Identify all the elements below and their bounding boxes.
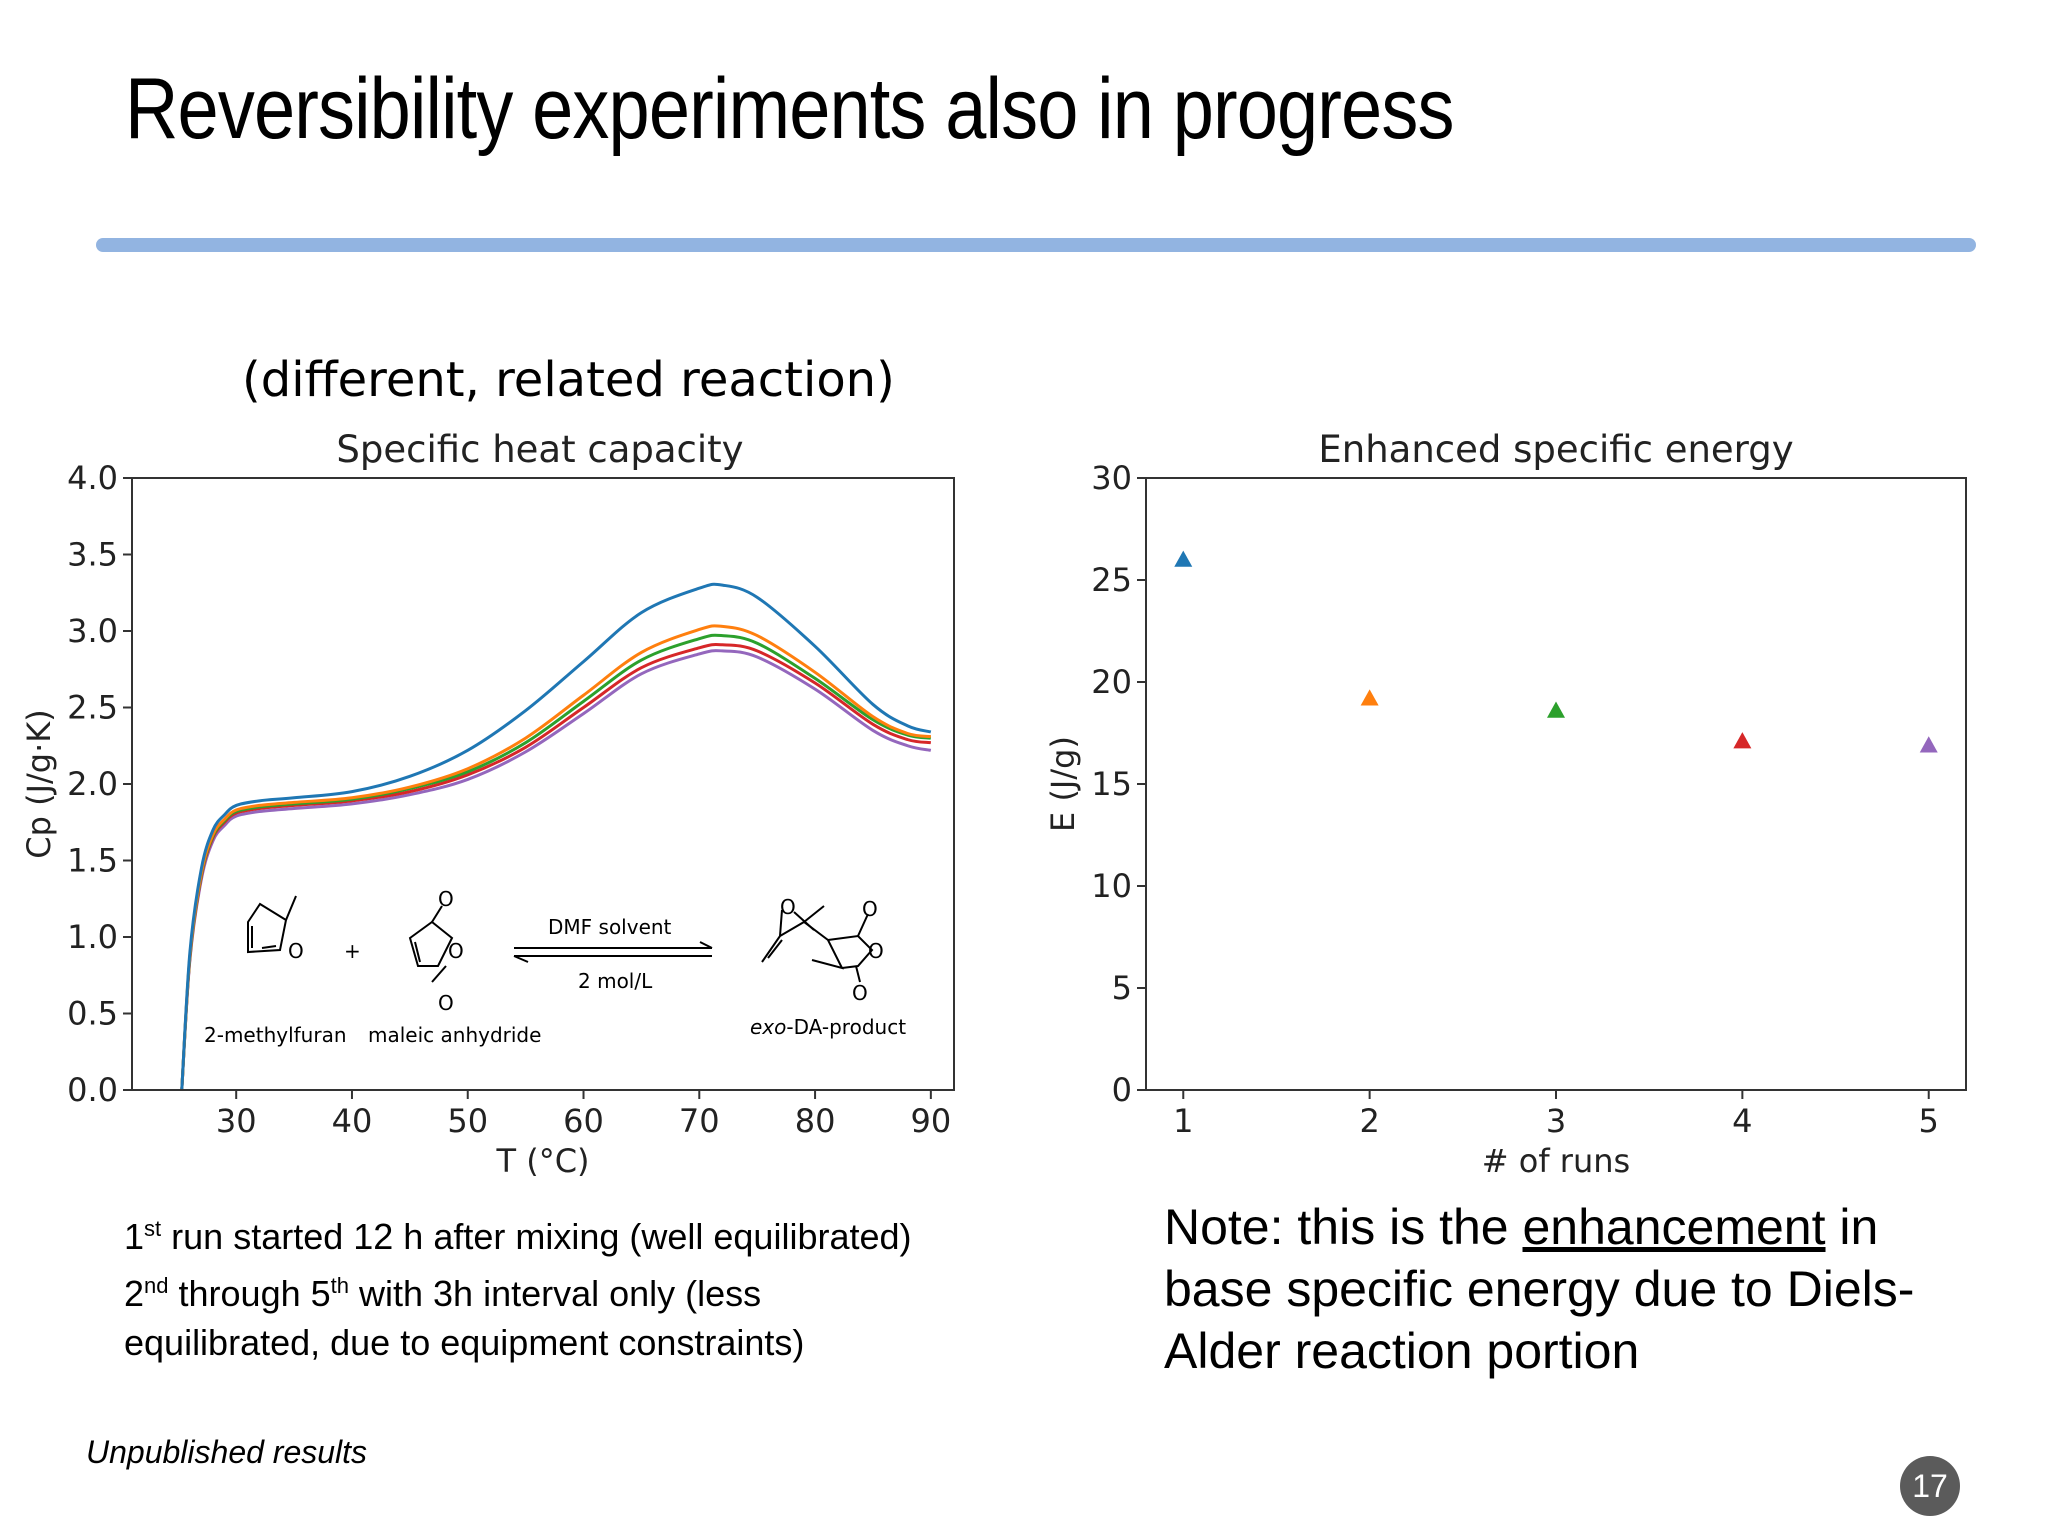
condition-bottom: 2 mol/L bbox=[578, 969, 653, 993]
atom-o-3: O bbox=[448, 939, 464, 963]
chart1-xtick-label: 70 bbox=[679, 1102, 720, 1140]
chart1-ytick-label: 1.0 bbox=[67, 918, 118, 956]
chart2-point-run-4 bbox=[1733, 732, 1752, 749]
chart1-xlabel: T (°C) bbox=[495, 1142, 589, 1180]
page-number-badge: 17 bbox=[1900, 1456, 1960, 1516]
atom-o-6: O bbox=[862, 897, 878, 921]
chart2-xtick-label: 1 bbox=[1173, 1102, 1193, 1140]
chart2-title: Enhanced specific energy bbox=[1318, 428, 1793, 471]
right-note: Note: this is the enhancement in base sp… bbox=[1164, 1196, 1984, 1382]
chart1-ytick-label: 3.0 bbox=[67, 612, 118, 650]
chart1-xtick-label: 80 bbox=[795, 1102, 836, 1140]
chart1-ytick-label: 2.0 bbox=[67, 765, 118, 803]
chart2-ytick-label: 30 bbox=[1091, 459, 1132, 497]
line2-post: with 3h interval only (less bbox=[349, 1273, 762, 1314]
chart2-xlabel: # of runs bbox=[1482, 1142, 1630, 1180]
chart2-point-run-2 bbox=[1360, 689, 1379, 706]
chart2-xtick-label: 3 bbox=[1546, 1102, 1566, 1140]
line2-pre: 2 bbox=[124, 1273, 145, 1314]
right-note-underlined: enhancement bbox=[1522, 1199, 1826, 1255]
chart1-series-line-run-1 bbox=[180, 582, 932, 1091]
chart2-xtick-label: 4 bbox=[1732, 1102, 1752, 1140]
exo-da-product-structure bbox=[761, 905, 874, 983]
atom-o-2: O bbox=[438, 887, 454, 911]
chart2-ytick-label: 5 bbox=[1112, 969, 1132, 1007]
line1-pre: 1 bbox=[124, 1216, 145, 1257]
reaction-scheme bbox=[247, 895, 874, 983]
plus-sign: + bbox=[344, 939, 361, 963]
chart2-plot-frame bbox=[1145, 477, 1967, 1091]
chart1-xtick-label: 90 bbox=[910, 1102, 951, 1140]
chart2-point-run-5 bbox=[1919, 736, 1938, 753]
chart1-series-line-run-2 bbox=[180, 624, 932, 1091]
chart2-ytick-label: 0 bbox=[1112, 1071, 1132, 1109]
chart1-ytick-label: 4.0 bbox=[67, 459, 118, 497]
right-note-post: in base specific energy due to Diels-Ald… bbox=[1164, 1199, 1915, 1379]
atom-o-4: O bbox=[438, 991, 454, 1015]
reactant1-label: 2-methylfuran bbox=[204, 1023, 347, 1047]
chart1-ytick-label: 2.5 bbox=[67, 689, 118, 727]
chart2-xtick-label: 2 bbox=[1359, 1102, 1379, 1140]
chart1-ytick-label: 0.0 bbox=[67, 1071, 118, 1109]
left-note-line2: 2nd through 5th with 3h interval only (l… bbox=[124, 1261, 1044, 1318]
footer-note: Unpublished results bbox=[86, 1434, 368, 1470]
chart2-ytick-label: 15 bbox=[1091, 765, 1132, 803]
chart2-xtick-label: 5 bbox=[1919, 1102, 1939, 1140]
chart2-point-run-3 bbox=[1547, 701, 1565, 718]
line2-mid: through 5 bbox=[168, 1273, 331, 1314]
left-note-line3: equilibrated, due to equipment constrain… bbox=[124, 1322, 805, 1363]
slide-title: Reversibility experiments also in progre… bbox=[125, 61, 1454, 157]
chart-subtitle: (different, related reaction) bbox=[242, 352, 895, 408]
left-note-line1: 1st run started 12 h after mixing (well … bbox=[124, 1204, 1044, 1261]
product-label: exo-DA-product bbox=[750, 1015, 906, 1039]
chart1-xtick-label: 60 bbox=[563, 1102, 604, 1140]
chart1-ytick-label: 0.5 bbox=[67, 995, 118, 1033]
maleic-anhydride-structure bbox=[408, 905, 454, 983]
product-prefix: exo bbox=[750, 1015, 786, 1039]
chart1-xtick-label: 50 bbox=[447, 1102, 488, 1140]
atom-o-1: O bbox=[288, 939, 304, 963]
condition-top: DMF solvent bbox=[548, 915, 672, 939]
chart1-title: Specific heat capacity bbox=[336, 428, 743, 471]
right-note-pre: Note: this is the bbox=[1164, 1199, 1523, 1255]
methylfuran-structure bbox=[247, 895, 297, 954]
chart1-xtick-label: 30 bbox=[216, 1102, 257, 1140]
chart2-point-run-1 bbox=[1174, 550, 1193, 567]
chart1-plot-frame bbox=[131, 477, 955, 1091]
atom-o-8: O bbox=[852, 981, 868, 1005]
line1-sup: st bbox=[144, 1216, 162, 1241]
chart1-ytick-label: 3.5 bbox=[67, 536, 118, 574]
chart2-ytick-label: 20 bbox=[1091, 663, 1132, 701]
chart1-ytick-label: 1.5 bbox=[67, 842, 118, 880]
reaction-labels: O + O O O DMF solvent 2 mol/L O O O O 2-… bbox=[204, 887, 906, 1047]
atom-o-7: O bbox=[868, 939, 884, 963]
chart2-ylabel: E (J/g) bbox=[1044, 736, 1082, 832]
chart2-ytick-label: 10 bbox=[1091, 867, 1132, 905]
chart1-ylabel: Cp (J/g·K) bbox=[20, 709, 58, 858]
atom-o-5: O bbox=[780, 895, 796, 919]
left-note: 1st run started 12 h after mixing (well … bbox=[124, 1204, 1044, 1367]
product-suffix: -DA-product bbox=[786, 1015, 906, 1039]
line2-sup2: th bbox=[330, 1273, 349, 1298]
chart2-ytick-label: 25 bbox=[1091, 561, 1132, 599]
line2-sup: nd bbox=[144, 1273, 169, 1298]
line1-post: run started 12 h after mixing (well equi… bbox=[161, 1216, 912, 1257]
reactant2-label: maleic anhydride bbox=[368, 1023, 541, 1047]
chart1-xtick-label: 40 bbox=[332, 1102, 373, 1140]
title-divider bbox=[96, 238, 1976, 252]
